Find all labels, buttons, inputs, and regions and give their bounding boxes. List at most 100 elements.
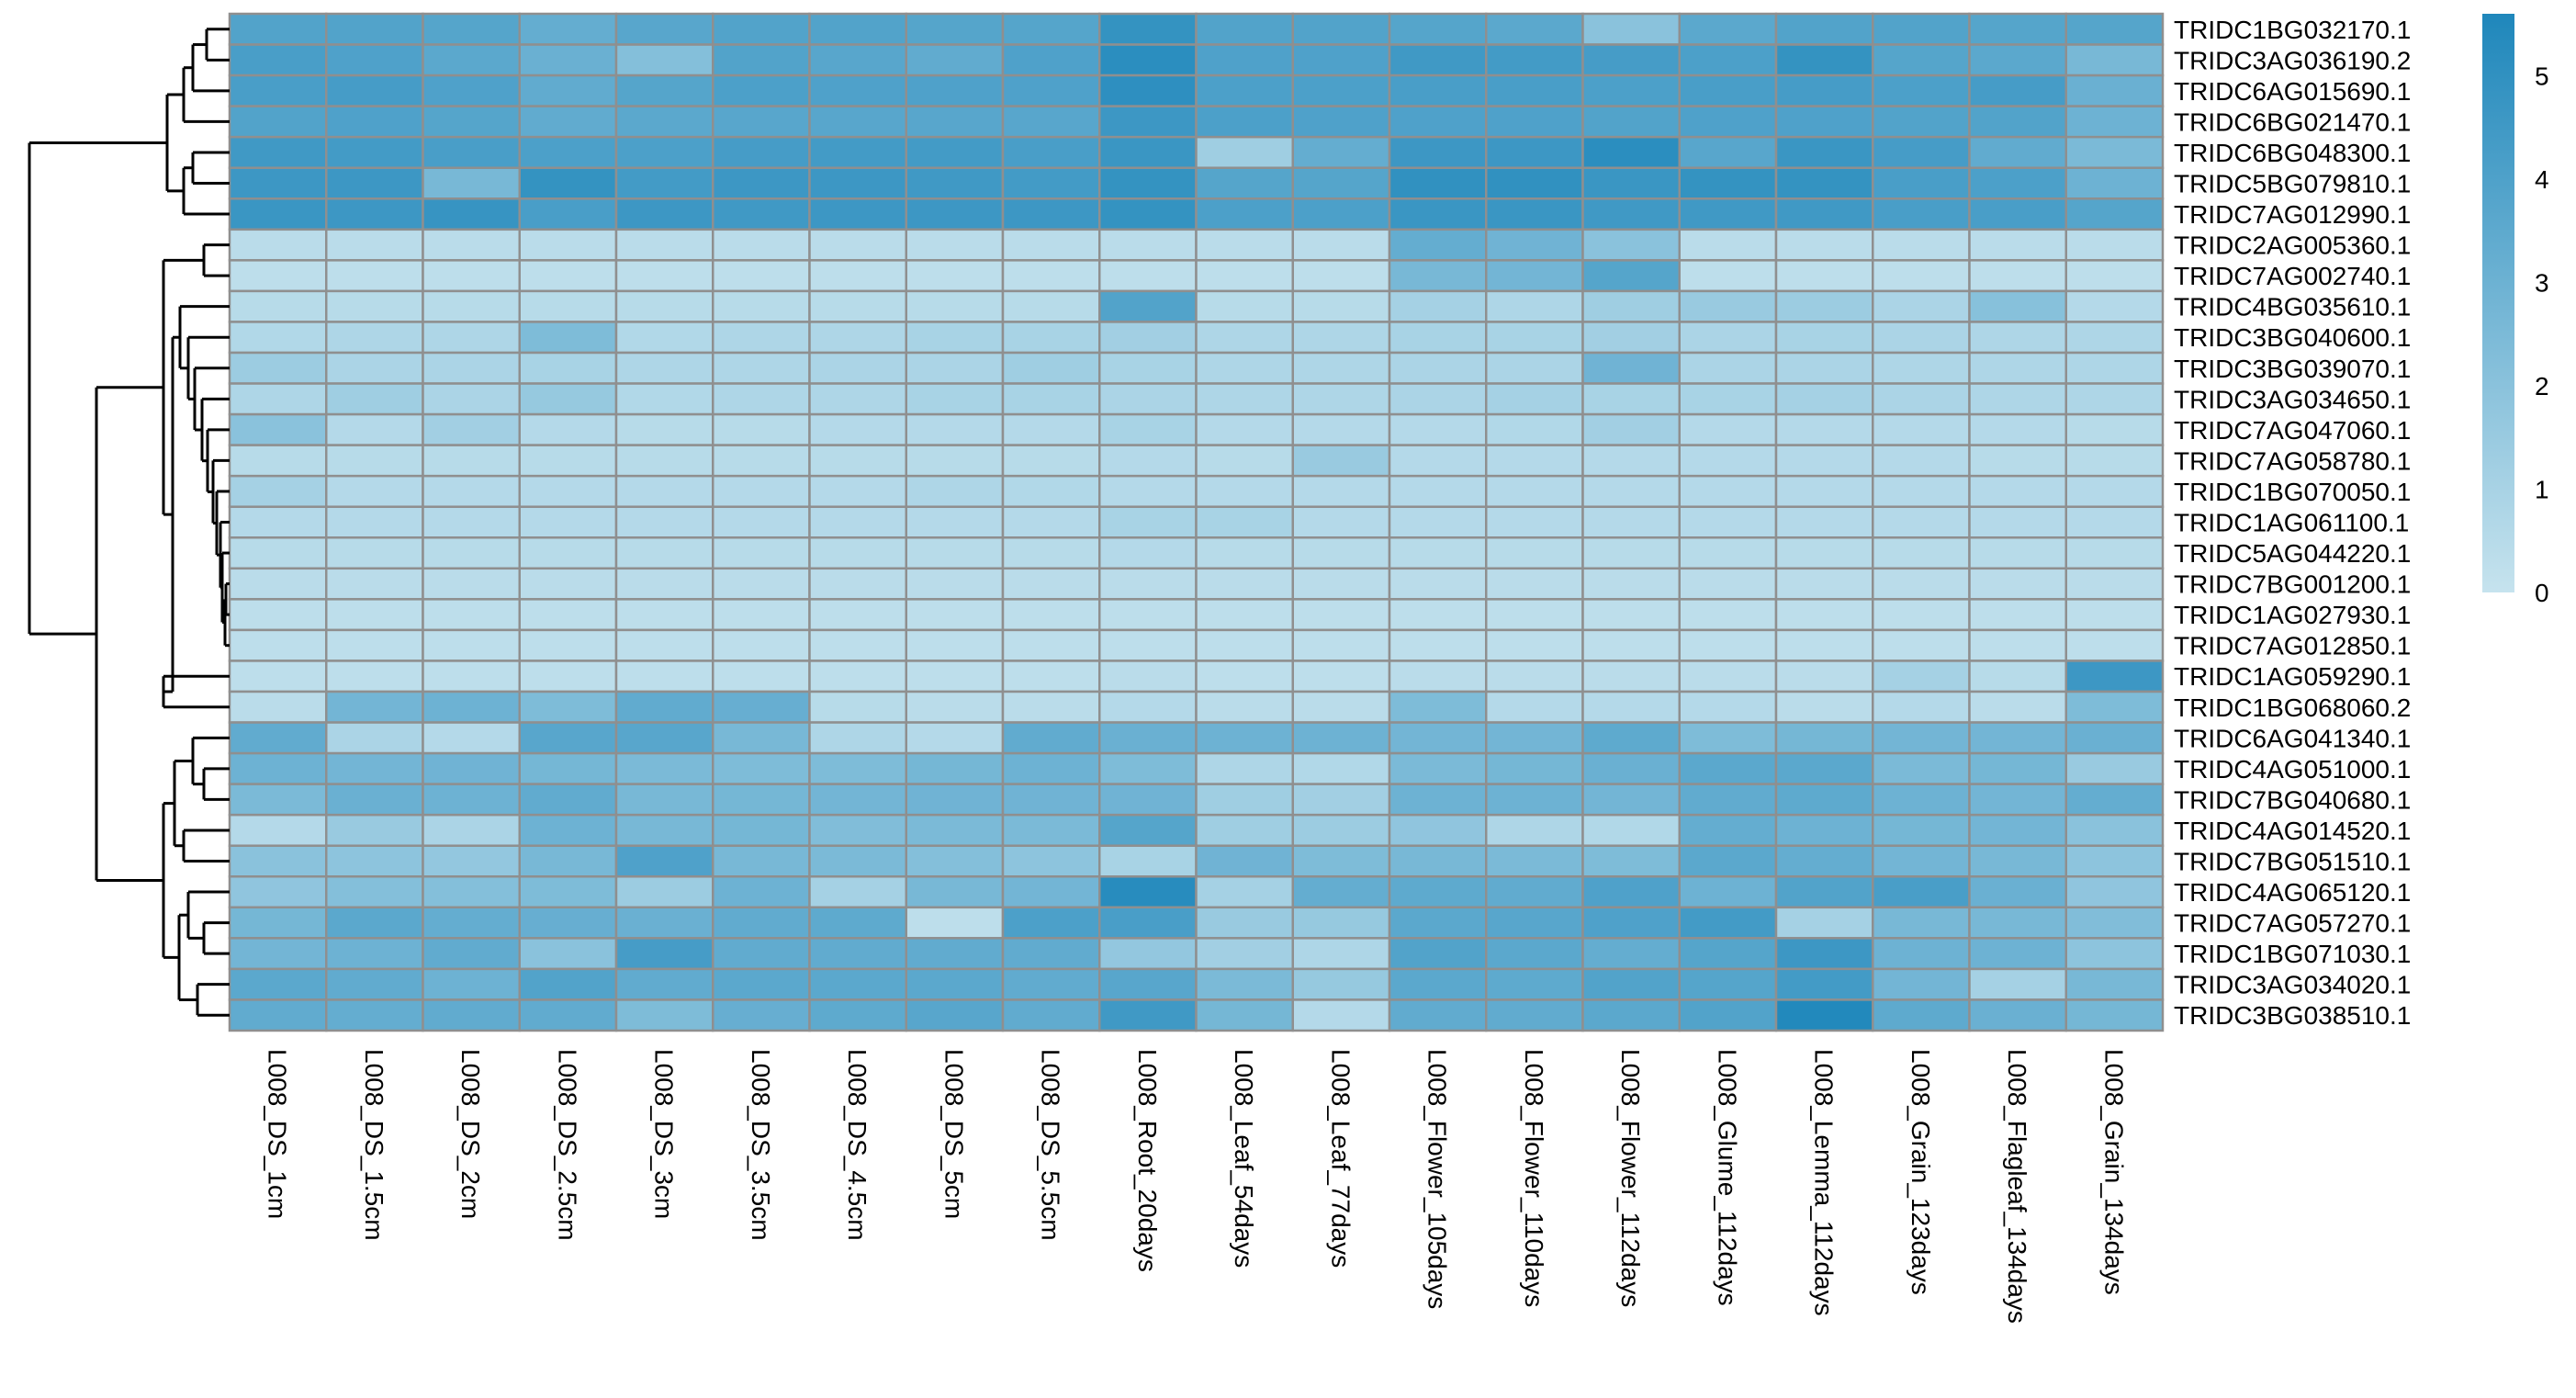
heatmap-cell	[1001, 875, 1101, 909]
heatmap-cell	[1872, 875, 1971, 909]
row-label: TRIDC4AG014520.1	[2174, 817, 2411, 845]
heatmap-cell	[1774, 567, 1874, 601]
heatmap-cell	[1581, 166, 1681, 200]
heatmap-cell	[712, 536, 811, 570]
heatmap-cell	[1098, 998, 1198, 1032]
heatmap-cell	[518, 967, 618, 1001]
heatmap-cell	[808, 690, 907, 724]
heatmap-cell	[325, 567, 424, 601]
heatmap-cell	[1872, 967, 1971, 1001]
heatmap-cell	[1485, 783, 1584, 817]
heatmap-cell	[228, 967, 328, 1001]
heatmap-cell	[1581, 12, 1681, 46]
heatmap-cell	[1774, 998, 1874, 1032]
heatmap-cell	[1872, 660, 1971, 693]
heatmap-cell	[1872, 783, 1971, 817]
heatmap-cell	[808, 321, 907, 355]
heatmap-cell	[1291, 474, 1391, 508]
heatmap-cell	[2064, 474, 2165, 508]
heatmap-cell	[1581, 813, 1681, 847]
heatmap-cell	[1774, 875, 1874, 909]
heatmap-cell	[712, 228, 811, 262]
heatmap-cell	[325, 844, 424, 878]
heatmap-cell	[1678, 844, 1778, 878]
heatmap-cell	[1774, 43, 1874, 77]
heatmap-cell	[1872, 228, 1971, 262]
heatmap-cell	[1195, 135, 1294, 169]
heatmap-cell	[1098, 906, 1198, 940]
heatmap-cell	[228, 197, 328, 231]
heatmap-cell	[1195, 998, 1294, 1032]
heatmap-cell	[1678, 474, 1778, 508]
heatmap-cell	[905, 844, 1005, 878]
heatmap-cell	[325, 628, 424, 662]
heatmap-cell	[325, 12, 424, 46]
column-labels: L008_DS_1cm L008_DS_1.5cm L008_DS_2cm L008_…	[264, 1049, 2129, 1324]
heatmap-cell	[1485, 228, 1584, 262]
heatmap-cell	[228, 444, 328, 478]
heatmap-cell	[422, 289, 521, 323]
heatmap-cell	[1001, 751, 1101, 785]
row-label: TRIDC4BG035610.1	[2174, 293, 2411, 321]
column-label: L008_DS_4.5cm	[843, 1049, 872, 1241]
row-label: TRIDC6AG041340.1	[2174, 724, 2411, 752]
heatmap-cell	[905, 259, 1005, 293]
row-label: TRIDC1AG061100.1	[2174, 509, 2409, 537]
heatmap-cell	[614, 505, 714, 539]
heatmap-cell	[712, 12, 811, 46]
heatmap-cell	[325, 135, 424, 169]
heatmap-cell	[712, 135, 811, 169]
heatmap-cell	[712, 289, 811, 323]
heatmap-cell	[808, 783, 907, 817]
heatmap-cell	[905, 321, 1005, 355]
heatmap-cell	[712, 721, 811, 755]
heatmap-cell	[1098, 73, 1198, 107]
heatmap-cell	[1195, 259, 1294, 293]
heatmap-cell	[1291, 567, 1391, 601]
heatmap-cell	[228, 382, 328, 416]
heatmap-cell	[325, 906, 424, 940]
heatmap-cell	[712, 474, 811, 508]
heatmap-cell	[1485, 105, 1584, 139]
heatmap-cell	[1581, 998, 1681, 1032]
heatmap-cell	[1098, 259, 1198, 293]
column-label: L008_DS_2.5cm	[553, 1049, 581, 1241]
heatmap-cell	[1581, 751, 1681, 785]
heatmap-cell	[228, 105, 328, 139]
heatmap-cell	[518, 105, 618, 139]
heatmap-cell	[905, 721, 1005, 755]
heatmap-cell	[712, 875, 811, 909]
row-label: TRIDC2AG005360.1	[2174, 231, 2411, 260]
heatmap-cell	[1872, 289, 1971, 323]
heatmap-cell	[1001, 813, 1101, 847]
heatmap-cells	[228, 12, 2165, 1032]
heatmap-cell	[228, 598, 328, 632]
heatmap-cell	[1872, 197, 1971, 231]
heatmap-cell	[1001, 105, 1101, 139]
heatmap-cell	[808, 998, 907, 1032]
heatmap-cell	[1291, 444, 1391, 478]
heatmap-cell	[1774, 228, 1874, 262]
heatmap-cell	[325, 751, 424, 785]
heatmap-cell	[228, 660, 328, 693]
heatmap-cell	[1968, 875, 2067, 909]
heatmap-cell	[1388, 43, 1488, 77]
heatmap-cell	[1774, 382, 1874, 416]
heatmap-cell	[228, 166, 328, 200]
heatmap-cell	[808, 937, 907, 971]
heatmap-cell	[905, 444, 1005, 478]
column-label: L008_DS_5.5cm	[1037, 1049, 1065, 1241]
heatmap-cell	[2064, 628, 2165, 662]
column-label: L008_Root_20days	[1133, 1049, 1162, 1272]
heatmap-cell	[1485, 751, 1584, 785]
heatmap-cell	[228, 73, 328, 107]
heatmap-cell	[905, 937, 1005, 971]
column-label: L008_DS_2cm	[456, 1049, 485, 1219]
heatmap-cell	[1581, 412, 1681, 446]
heatmap-cell	[325, 259, 424, 293]
heatmap-cell	[1388, 412, 1488, 446]
heatmap-cell	[1968, 628, 2067, 662]
heatmap-cell	[1968, 444, 2067, 478]
heatmap-cell	[1581, 351, 1681, 385]
